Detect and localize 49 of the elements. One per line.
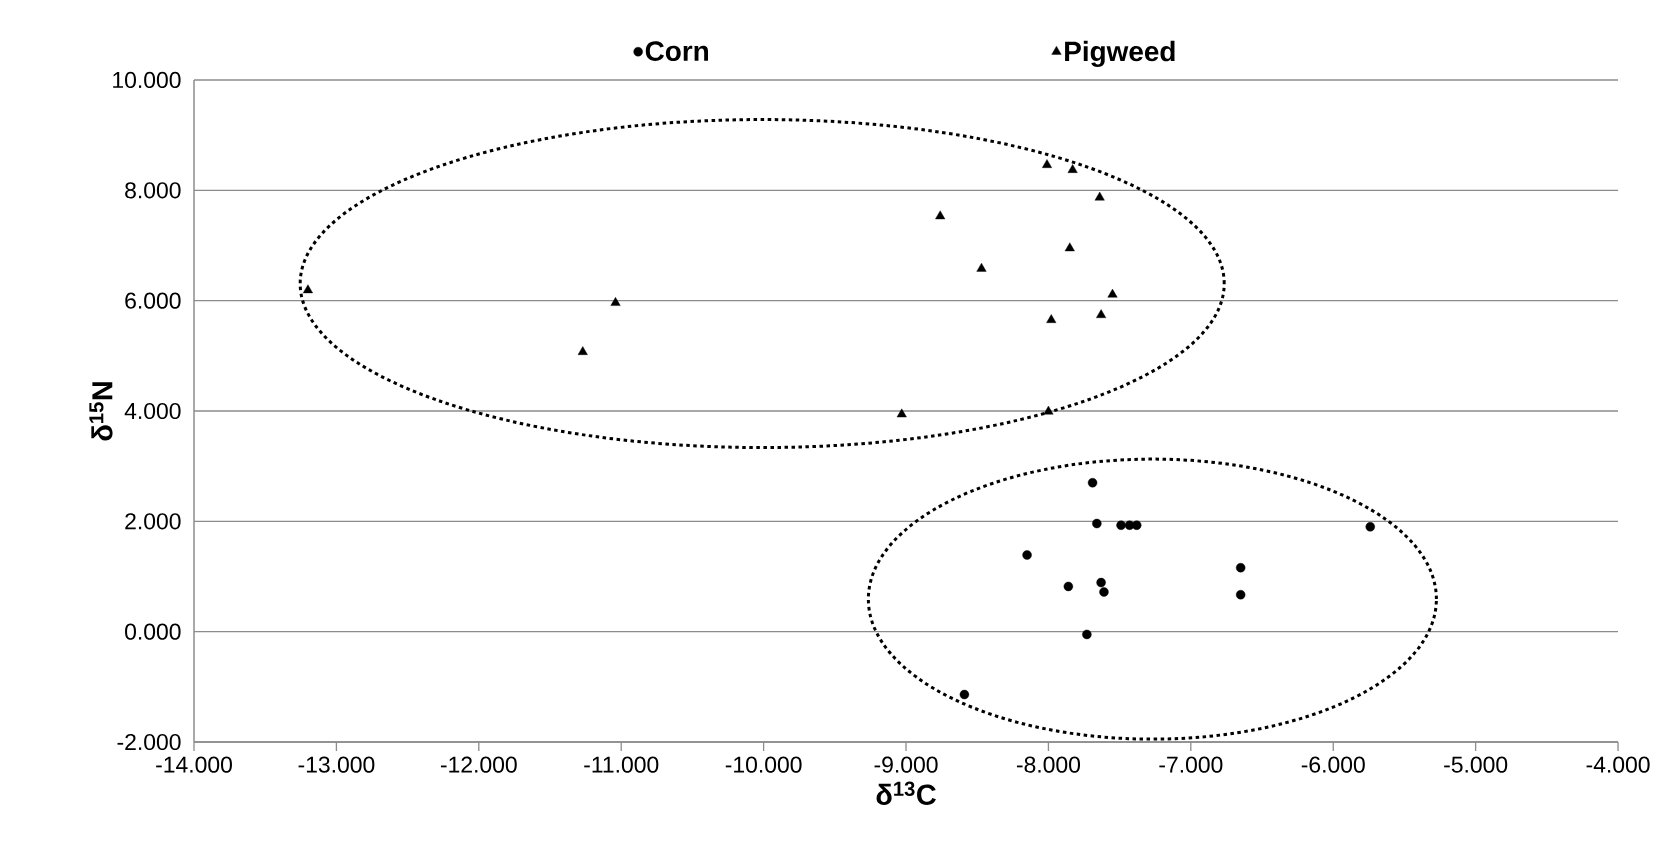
y-tick-label: 0.000 <box>125 623 181 640</box>
x-tick-label: -5.000 <box>1444 756 1508 773</box>
point <box>1082 629 1092 640</box>
point <box>935 210 946 220</box>
x-tick-label: -7.000 <box>1159 756 1223 773</box>
y-tick-label: 6.000 <box>125 292 181 309</box>
y-tick-label: 8.000 <box>125 182 181 199</box>
x-tick-label: -13.000 <box>298 756 375 773</box>
point <box>1094 191 1105 201</box>
point <box>1099 587 1109 597</box>
legend-label: Pigweed <box>1065 40 1175 67</box>
legend-label: Corn <box>645 41 708 61</box>
x-tick-label: -14.000 <box>156 756 232 773</box>
point <box>1365 522 1375 532</box>
point <box>976 262 987 272</box>
x-tick-label: -6.000 <box>1301 756 1365 773</box>
point <box>1092 518 1102 529</box>
point <box>610 297 621 306</box>
point <box>1235 590 1246 600</box>
y-tick-label: 10.000 <box>113 71 181 89</box>
point <box>1087 478 1098 488</box>
point <box>1116 520 1126 530</box>
y-tick-label: -2.000 <box>117 733 181 751</box>
x-axis-title: δ$^{13}$C <box>876 781 936 805</box>
y-tick-label: 4.000 <box>124 402 181 420</box>
point <box>1064 242 1075 252</box>
point <box>1046 314 1057 323</box>
y-tick-label: 2.000 <box>125 513 181 530</box>
x-tick-label: -10.000 <box>725 756 802 773</box>
point <box>1235 562 1246 573</box>
point <box>1042 159 1052 168</box>
point <box>959 689 970 700</box>
point <box>1132 520 1142 530</box>
point <box>1043 405 1054 415</box>
x-tick-label: -4.000 <box>1586 756 1650 773</box>
x-tick-label: -12.000 <box>440 756 517 773</box>
point <box>1067 164 1078 173</box>
point <box>1096 309 1107 318</box>
x-tick-label: -11.000 <box>584 756 659 773</box>
point <box>1063 581 1074 592</box>
x-tick-label: -9.000 <box>874 756 938 773</box>
point <box>1022 550 1032 560</box>
y-axis-title: δ$^{15}$N <box>89 382 113 441</box>
point <box>1096 577 1106 588</box>
point <box>896 408 907 418</box>
point <box>1107 288 1118 298</box>
x-tick-label: -8.000 <box>1016 756 1081 773</box>
point <box>577 346 588 355</box>
point <box>302 284 313 294</box>
